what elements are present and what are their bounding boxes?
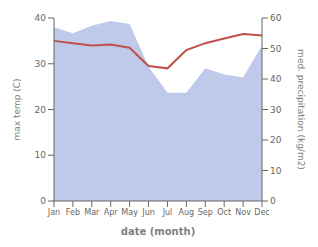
svg-text:30: 30 <box>35 59 47 69</box>
svg-text:20: 20 <box>35 105 47 115</box>
svg-text:date (month): date (month) <box>121 226 195 237</box>
svg-text:Dec: Dec <box>254 208 269 217</box>
svg-text:med. precipitation (kg/m2): med. precipitation (kg/m2) <box>296 49 306 170</box>
svg-text:May: May <box>121 208 138 217</box>
svg-text:10: 10 <box>270 166 282 176</box>
svg-text:Sep: Sep <box>198 208 213 217</box>
svg-text:Jan: Jan <box>47 208 60 217</box>
svg-text:Aug: Aug <box>179 208 195 217</box>
svg-text:30: 30 <box>270 105 282 115</box>
svg-text:max temp (C): max temp (C) <box>12 78 22 140</box>
svg-text:20: 20 <box>270 135 282 145</box>
svg-text:Feb: Feb <box>66 208 80 217</box>
svg-text:Nov: Nov <box>235 208 251 217</box>
svg-text:50: 50 <box>270 44 282 54</box>
svg-text:40: 40 <box>270 74 282 84</box>
svg-text:10: 10 <box>35 150 47 160</box>
svg-text:Oct: Oct <box>217 208 231 217</box>
svg-text:Jul: Jul <box>162 208 173 217</box>
svg-text:0: 0 <box>270 196 276 206</box>
svg-text:Jun: Jun <box>141 208 155 217</box>
svg-text:60: 60 <box>270 13 282 23</box>
svg-text:0: 0 <box>40 196 46 206</box>
svg-text:Apr: Apr <box>104 208 119 217</box>
svg-text:Mar: Mar <box>84 208 100 217</box>
svg-text:40: 40 <box>35 13 47 23</box>
